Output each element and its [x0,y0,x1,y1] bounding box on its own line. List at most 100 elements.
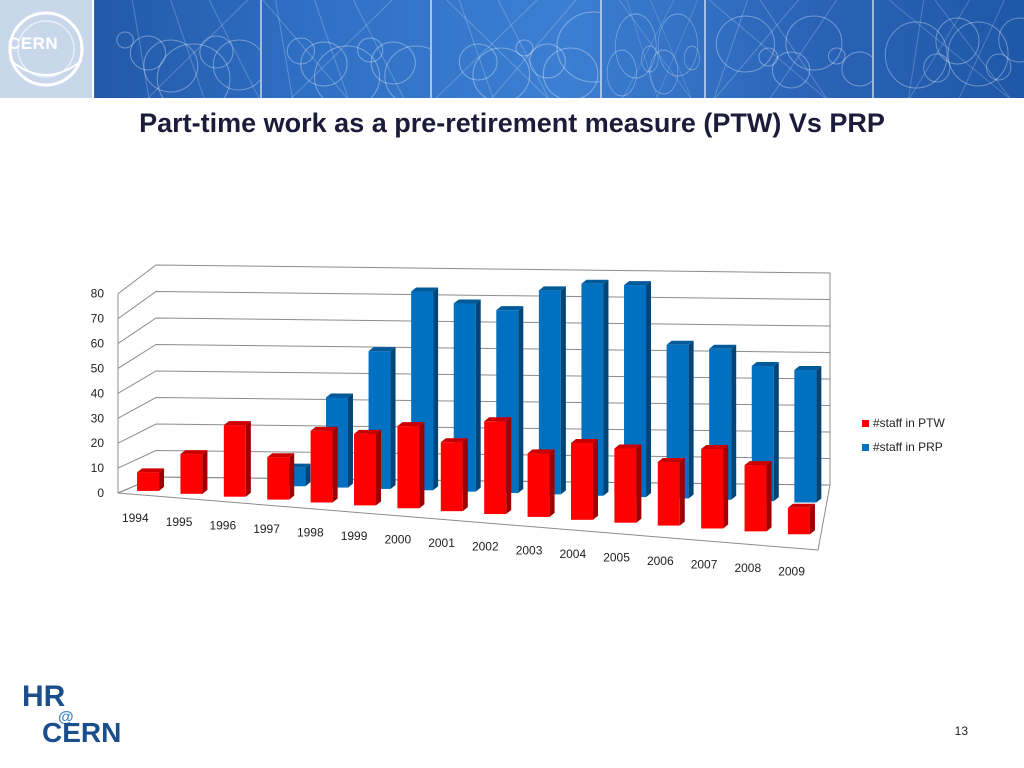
bar-side [723,444,729,529]
bar-side [816,366,822,503]
bar-front [310,430,333,503]
bar-front [744,465,767,532]
bar [310,426,338,503]
bar-side [766,461,772,532]
bar-side [636,444,642,523]
bar-side [159,468,165,491]
bar [624,281,652,498]
bar-top [368,347,396,352]
x-tick-label: 2000 [384,533,411,547]
cern-logo-text: CERN [8,34,59,53]
bar-top [137,468,165,473]
x-tick-label: 1998 [297,525,324,539]
bar-top [223,421,251,426]
legend-swatch-ptw [862,419,869,427]
bar-front [354,433,377,506]
bar [267,453,295,500]
bar-top [657,457,685,462]
particle-track-icon [884,0,1024,98]
bar-top [440,438,468,443]
x-tick-label: 2009 [778,565,805,579]
x-tick-label: 2002 [472,540,499,554]
cern-logo: CERN [0,0,94,98]
bar-front [527,453,550,517]
bar-side [603,279,609,496]
legend-label-ptw: #staff in PTW [873,416,945,430]
x-tick-label: 2008 [734,561,761,575]
y-tick-label: 80 [91,287,105,301]
bar [137,468,165,491]
x-tick-label: 2001 [428,536,455,550]
bar [397,422,425,509]
bar-top [267,453,295,458]
banner-tile-2 [432,0,602,98]
bar-front [614,448,637,523]
bar-front [570,442,593,520]
hr-cern-logo: HR @ CERN [22,680,121,746]
x-tick-label: 1997 [253,522,280,536]
page-title: Part-time work as a pre-retirement measu… [139,108,885,138]
bar [657,457,685,526]
bar [484,417,512,515]
bar-front [538,290,561,495]
bar [744,461,772,532]
legend-item-ptw: #staff in PTW [862,411,945,435]
particle-track-icon [708,0,872,98]
bar-side [332,426,338,503]
bar-side [462,438,468,512]
bar-side [518,306,524,494]
x-tick-label: 2007 [691,558,718,572]
banner-tile-0 [94,0,262,98]
bar-side [245,421,251,497]
bar-side [475,299,481,492]
bar-top [354,429,382,434]
bar-top [527,449,555,454]
bar-front [137,472,160,491]
bar [354,429,382,506]
bar-side [376,429,382,506]
x-tick-label: 1996 [209,518,236,532]
bar [701,444,729,529]
legend-label-prp: #staff in PRP [873,440,943,454]
legend-item-prp: #staff in PRP [862,435,945,459]
bar-side [305,463,311,487]
x-tick-label: 2004 [559,547,586,561]
particle-track-icon [606,0,700,98]
y-tick-label: 40 [91,386,105,400]
bar [538,286,566,495]
bar-side [560,286,566,495]
x-tick-label: 1995 [166,515,193,529]
bar [787,503,815,535]
bar-side [202,450,208,494]
bar-top [310,426,338,431]
chart-legend: #staff in PTW #staff in PRP [862,411,945,459]
bar [570,438,598,520]
banner-tile-4 [706,0,874,98]
bar-top [701,444,729,449]
bar-front [267,457,290,500]
banner-tile-3 [602,0,706,98]
particle-track-icon [94,0,260,98]
x-tick-label: 2003 [516,543,543,557]
bar-front [484,421,507,515]
bar [794,366,822,503]
y-tick-label: 50 [91,361,105,375]
particle-track-icon [262,0,430,98]
hr-logo-top: HR [22,680,66,713]
bar [527,449,555,517]
bar-top [614,444,642,449]
bar [440,438,468,512]
banner-tile-1 [262,0,432,98]
y-tick-label: 0 [97,486,104,500]
bar-side [419,422,425,509]
header-banner: CERN [0,0,1024,98]
y-tick-label: 30 [91,411,105,425]
bar [614,444,642,523]
bar-front [657,461,680,526]
x-tick-label: 1994 [122,511,149,525]
bar-top [751,362,779,367]
bar-side [289,453,295,500]
series-ptw [137,417,815,535]
bar-top [787,503,815,508]
bar-front [397,426,420,509]
